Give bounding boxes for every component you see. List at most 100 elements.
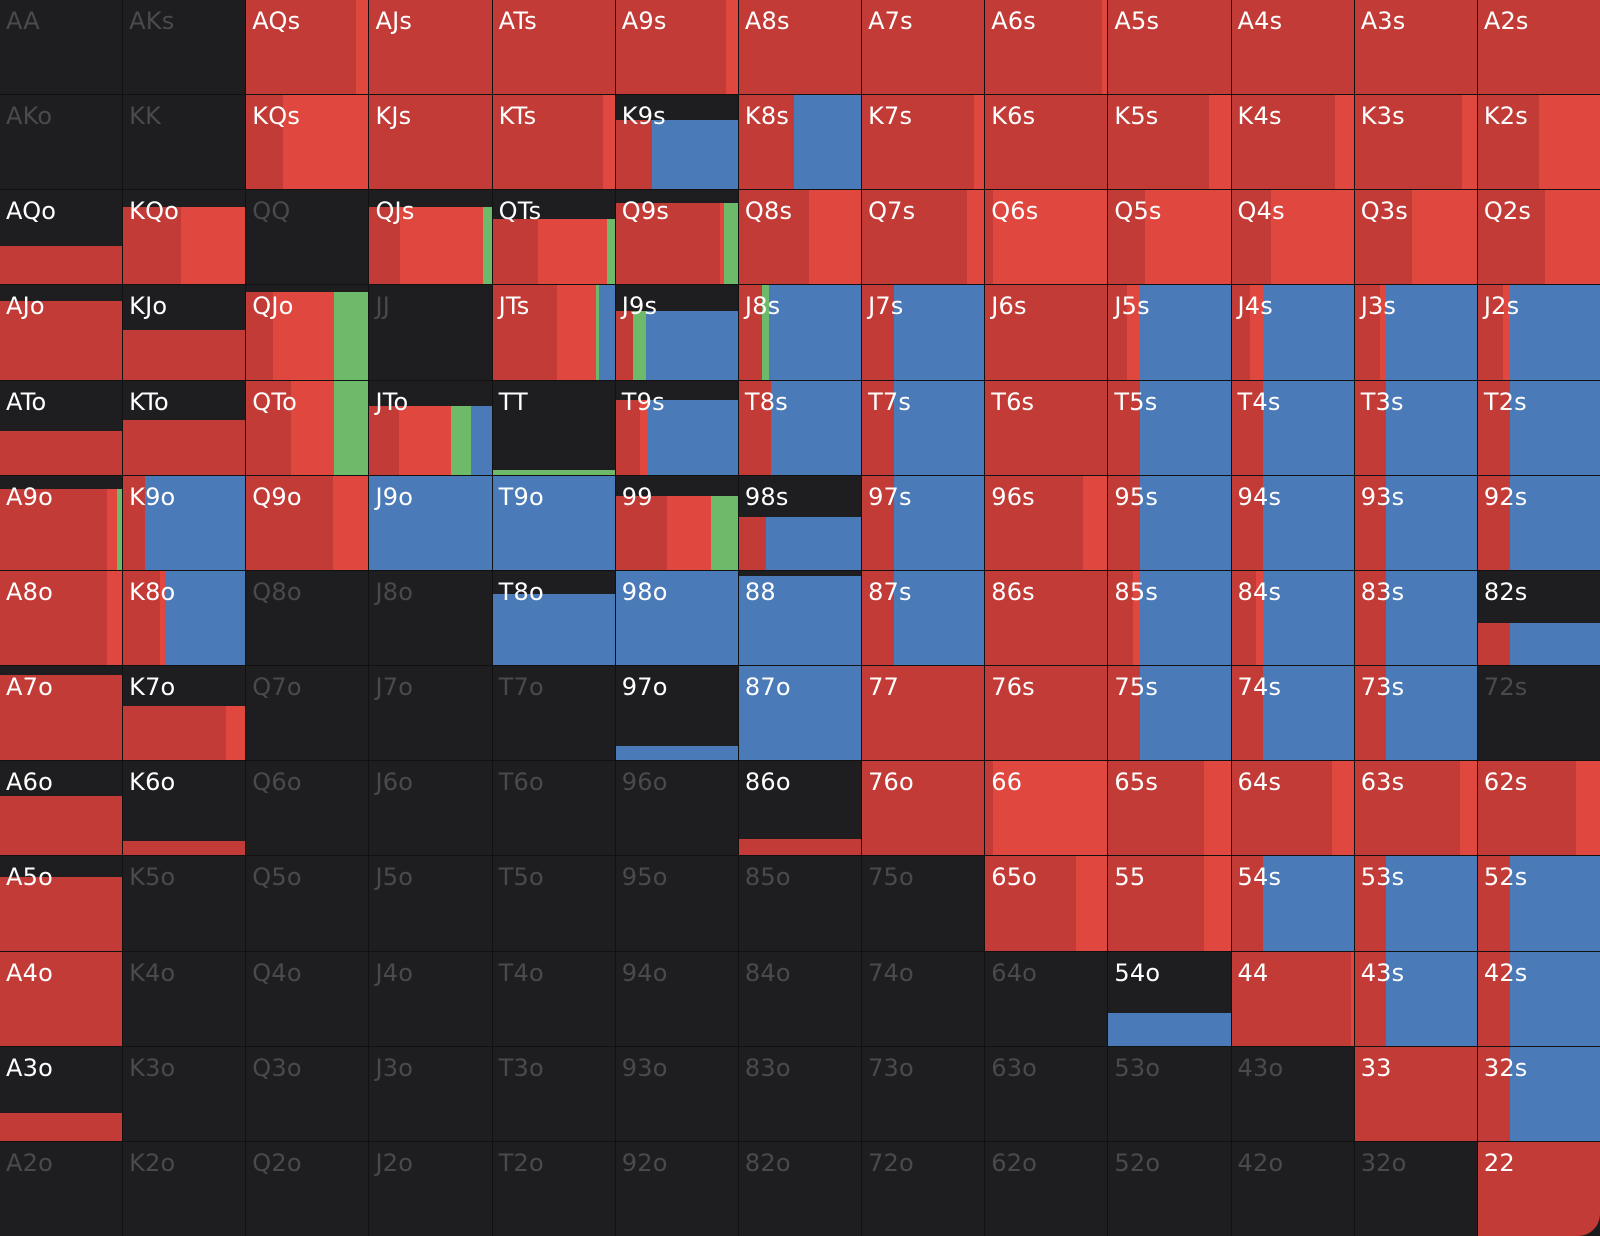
hand-cell-76s[interactable]: 76s [985,666,1108,761]
hand-cell-66[interactable]: 66 [985,761,1108,856]
hand-cell-K4s[interactable]: K4s [1231,95,1354,190]
hand-cell-22[interactable]: 22 [1477,1141,1600,1236]
hand-cell-Q2o[interactable]: Q2o [246,1141,369,1236]
hand-cell-J7o[interactable]: J7o [369,666,492,761]
hand-cell-62s[interactable]: 62s [1477,761,1600,856]
hand-cell-83o[interactable]: 83o [738,1046,862,1141]
hand-cell-J7s[interactable]: J7s [862,285,985,380]
hand-cell-AJo[interactable]: AJo [0,285,123,380]
hand-cell-A5o[interactable]: A5o [0,856,123,951]
hand-cell-KQo[interactable]: KQo [123,190,246,285]
hand-cell-K3o[interactable]: K3o [123,1046,246,1141]
hand-cell-86s[interactable]: 86s [985,570,1108,666]
hand-cell-85o[interactable]: 85o [738,856,862,951]
hand-cell-Q9o[interactable]: Q9o [246,475,369,570]
hand-cell-43o[interactable]: 43o [1231,1046,1354,1141]
hand-cell-QTo[interactable]: QTo [246,380,369,475]
hand-cell-JJ[interactable]: JJ [369,285,492,380]
hand-cell-A4o[interactable]: A4o [0,951,123,1046]
hand-cell-32s[interactable]: 32s [1477,1046,1600,1141]
hand-cell-75s[interactable]: 75s [1108,666,1231,761]
hand-cell-83s[interactable]: 83s [1354,570,1477,666]
hand-cell-K6o[interactable]: K6o [123,761,246,856]
hand-cell-74s[interactable]: 74s [1231,666,1354,761]
hand-cell-T4s[interactable]: T4s [1231,380,1354,475]
hand-cell-64s[interactable]: 64s [1231,761,1354,856]
hand-cell-43s[interactable]: 43s [1354,951,1477,1046]
hand-cell-A6s[interactable]: A6s [985,0,1108,95]
hand-cell-JTs[interactable]: JTs [492,285,615,380]
hand-cell-K7s[interactable]: K7s [862,95,985,190]
hand-cell-97s[interactable]: 97s [862,475,985,570]
hand-cell-J3s[interactable]: J3s [1354,285,1477,380]
hand-cell-72s[interactable]: 72s [1477,666,1600,761]
hand-cell-Q3o[interactable]: Q3o [246,1046,369,1141]
hand-cell-AQs[interactable]: AQs [246,0,369,95]
hand-cell-KTo[interactable]: KTo [123,380,246,475]
hand-cell-53o[interactable]: 53o [1108,1046,1231,1141]
hand-cell-AKo[interactable]: AKo [0,95,123,190]
hand-cell-T3s[interactable]: T3s [1354,380,1477,475]
hand-cell-J4s[interactable]: J4s [1231,285,1354,380]
hand-cell-KJs[interactable]: KJs [369,95,492,190]
hand-cell-54s[interactable]: 54s [1231,856,1354,951]
hand-cell-87s[interactable]: 87s [862,570,985,666]
hand-cell-98o[interactable]: 98o [615,570,738,666]
hand-cell-95o[interactable]: 95o [615,856,738,951]
hand-cell-53s[interactable]: 53s [1354,856,1477,951]
hand-cell-44[interactable]: 44 [1231,951,1354,1046]
hand-cell-J5o[interactable]: J5o [369,856,492,951]
hand-cell-QTs[interactable]: QTs [492,190,615,285]
hand-cell-J5s[interactable]: J5s [1108,285,1231,380]
hand-cell-A7o[interactable]: A7o [0,666,123,761]
hand-cell-ATs[interactable]: ATs [492,0,615,95]
hand-cell-96s[interactable]: 96s [985,475,1108,570]
hand-cell-65o[interactable]: 65o [985,856,1108,951]
hand-cell-AJs[interactable]: AJs [369,0,492,95]
hand-cell-KJo[interactable]: KJo [123,285,246,380]
hand-cell-K5s[interactable]: K5s [1108,95,1231,190]
hand-cell-T2o[interactable]: T2o [492,1141,615,1236]
hand-cell-KQs[interactable]: KQs [246,95,369,190]
hand-cell-92s[interactable]: 92s [1477,475,1600,570]
hand-cell-T4o[interactable]: T4o [492,951,615,1046]
hand-cell-Q3s[interactable]: Q3s [1354,190,1477,285]
hand-cell-87o[interactable]: 87o [738,666,862,761]
hand-cell-42o[interactable]: 42o [1231,1141,1354,1236]
hand-cell-K3s[interactable]: K3s [1354,95,1477,190]
hand-cell-A2o[interactable]: A2o [0,1141,123,1236]
hand-cell-T7o[interactable]: T7o [492,666,615,761]
hand-cell-T3o[interactable]: T3o [492,1046,615,1141]
hand-cell-J2s[interactable]: J2s [1477,285,1600,380]
hand-cell-K2s[interactable]: K2s [1477,95,1600,190]
hand-cell-K8s[interactable]: K8s [738,95,862,190]
hand-cell-K9s[interactable]: K9s [615,95,738,190]
hand-cell-T8s[interactable]: T8s [738,380,862,475]
hand-cell-A8o[interactable]: A8o [0,570,123,666]
hand-cell-76o[interactable]: 76o [862,761,985,856]
hand-cell-93s[interactable]: 93s [1354,475,1477,570]
hand-cell-Q2s[interactable]: Q2s [1477,190,1600,285]
hand-cell-ATo[interactable]: ATo [0,380,123,475]
hand-cell-A9o[interactable]: A9o [0,475,123,570]
hand-cell-K8o[interactable]: K8o [123,570,246,666]
hand-cell-65s[interactable]: 65s [1108,761,1231,856]
hand-cell-95s[interactable]: 95s [1108,475,1231,570]
hand-cell-73s[interactable]: 73s [1354,666,1477,761]
hand-cell-A3s[interactable]: A3s [1354,0,1477,95]
hand-cell-J8s[interactable]: J8s [738,285,862,380]
hand-cell-63o[interactable]: 63o [985,1046,1108,1141]
hand-cell-52o[interactable]: 52o [1108,1141,1231,1236]
hand-cell-K2o[interactable]: K2o [123,1141,246,1236]
hand-cell-72o[interactable]: 72o [862,1141,985,1236]
hand-cell-Q7o[interactable]: Q7o [246,666,369,761]
hand-cell-J6s[interactable]: J6s [985,285,1108,380]
hand-cell-QJs[interactable]: QJs [369,190,492,285]
hand-cell-J8o[interactable]: J8o [369,570,492,666]
hand-cell-98s[interactable]: 98s [738,475,862,570]
hand-cell-62o[interactable]: 62o [985,1141,1108,1236]
hand-cell-Q9s[interactable]: Q9s [615,190,738,285]
hand-cell-K4o[interactable]: K4o [123,951,246,1046]
hand-cell-K9o[interactable]: K9o [123,475,246,570]
hand-cell-A5s[interactable]: A5s [1108,0,1231,95]
